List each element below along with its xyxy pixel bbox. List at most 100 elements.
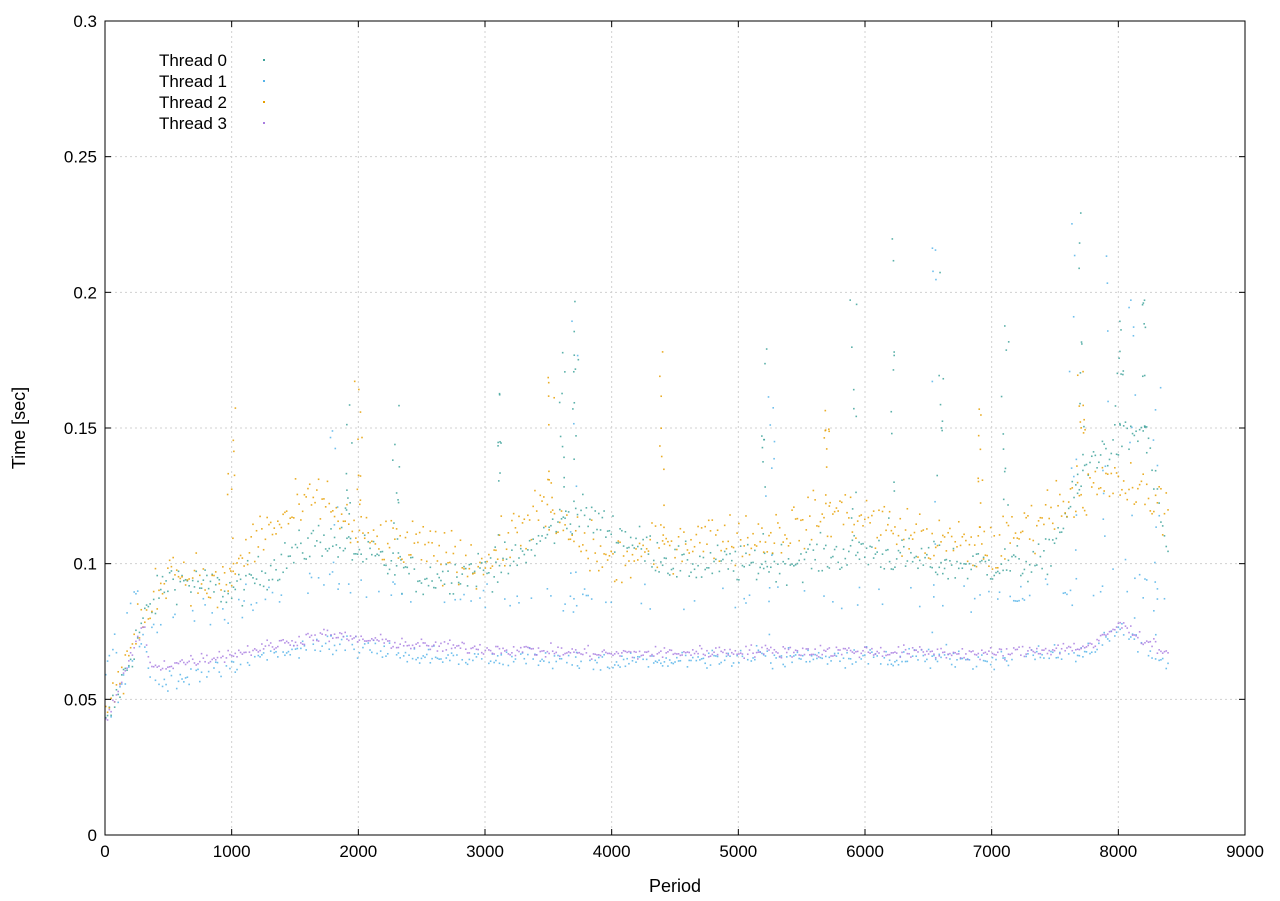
data-point: [835, 646, 838, 649]
data-point: [927, 653, 930, 655]
data-point: [195, 669, 198, 672]
data-point: [216, 606, 219, 609]
data-point: [897, 646, 900, 648]
data-point: [949, 527, 951, 530]
data-point: [954, 651, 957, 654]
data-point: [425, 577, 428, 580]
data-point: [214, 658, 217, 661]
data-point: [750, 660, 753, 662]
data-point: [473, 570, 476, 573]
data-point: [635, 661, 637, 663]
data-point: [1027, 650, 1029, 652]
data-point: [443, 583, 446, 586]
data-point: [606, 559, 609, 561]
data-point: [605, 651, 607, 654]
data-point: [904, 660, 907, 663]
data-point: [294, 478, 297, 480]
data-point: [310, 634, 313, 637]
data-point: [472, 659, 474, 662]
data-point: [965, 653, 967, 655]
data-point: [1090, 455, 1093, 458]
data-point: [190, 605, 192, 607]
data-point: [828, 430, 830, 433]
data-point: [899, 656, 902, 658]
data-point: [750, 644, 753, 646]
data-point: [225, 601, 228, 604]
data-point: [154, 664, 157, 667]
data-point: [198, 660, 201, 663]
data-point: [995, 654, 997, 656]
data-point: [486, 560, 488, 563]
data-point: [945, 656, 948, 659]
data-point: [706, 649, 708, 652]
data-point: [422, 642, 425, 644]
data-point: [869, 652, 871, 655]
data-point: [546, 650, 549, 653]
data-point: [1167, 550, 1169, 553]
data-point: [489, 660, 492, 663]
data-point: [391, 459, 394, 461]
data-point: [1087, 644, 1090, 647]
data-point: [729, 514, 731, 516]
data-point: [1005, 648, 1008, 650]
data-point: [245, 583, 247, 586]
data-point: [839, 660, 841, 663]
data-point: [1005, 349, 1008, 351]
data-point: [932, 584, 935, 586]
data-point: [812, 489, 815, 492]
data-point: [339, 527, 341, 530]
data-point: [1090, 651, 1093, 654]
data-point: [1102, 492, 1105, 495]
data-point: [120, 683, 123, 685]
data-point: [746, 543, 749, 546]
data-point: [775, 581, 777, 583]
data-point: [674, 548, 676, 551]
data-point: [558, 657, 561, 660]
data-point: [649, 535, 652, 537]
data-point: [425, 653, 428, 656]
data-point: [420, 638, 423, 641]
data-point: [331, 509, 334, 512]
data-point: [1108, 640, 1111, 642]
data-point: [890, 663, 893, 666]
data-point: [929, 558, 932, 560]
data-point: [512, 512, 515, 515]
data-point: [562, 529, 565, 532]
data-point: [1156, 501, 1159, 504]
data-point: [794, 654, 797, 656]
data-point: [507, 653, 510, 655]
data-point: [498, 392, 501, 395]
data-point: [956, 658, 958, 661]
data-point: [571, 534, 573, 536]
data-point: [959, 544, 962, 547]
data-point: [505, 649, 508, 651]
data-point: [1156, 488, 1159, 490]
data-point: [1023, 568, 1026, 571]
data-point: [1122, 373, 1124, 376]
data-point: [500, 571, 503, 574]
data-point: [977, 553, 980, 555]
data-point: [255, 602, 258, 604]
data-point: [828, 505, 831, 507]
data-point: [379, 551, 382, 553]
data-point: [638, 656, 641, 658]
data-point: [956, 560, 958, 563]
data-point: [823, 547, 825, 550]
data-point: [252, 609, 254, 612]
data-point: [379, 633, 382, 636]
data-point: [1009, 542, 1011, 544]
data-point: [466, 575, 469, 578]
data-point: [970, 611, 972, 613]
data-point: [1126, 427, 1129, 430]
data-point: [115, 694, 118, 696]
data-point: [702, 556, 705, 559]
data-point: [241, 653, 244, 655]
data-point: [149, 676, 151, 678]
data-point: [823, 437, 826, 439]
data-point: [1057, 644, 1059, 647]
data-point: [170, 665, 173, 668]
data-point: [410, 647, 412, 650]
data-point: [151, 665, 153, 668]
data-point: [624, 564, 627, 567]
data-point: [1131, 634, 1134, 636]
